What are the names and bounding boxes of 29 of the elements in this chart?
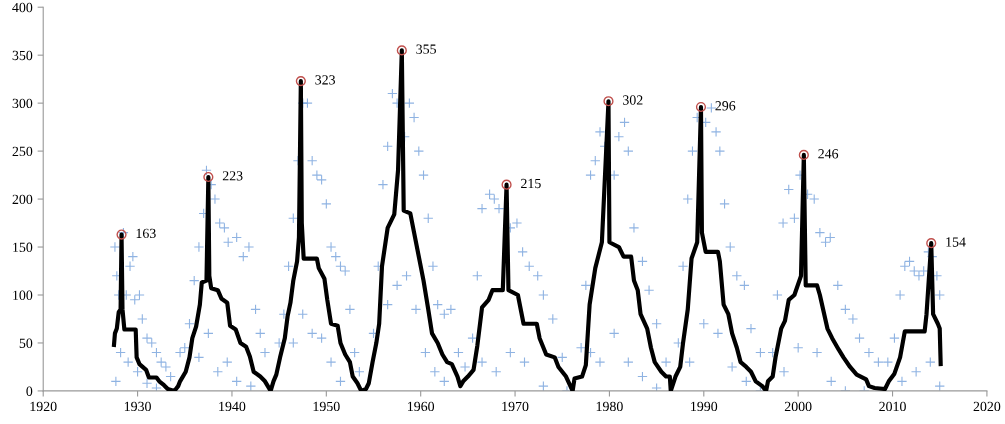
y-tick-label: 150 (13, 242, 33, 252)
x-tick-label: 2020 (973, 401, 1001, 412)
data-label: 246 (818, 149, 839, 159)
x-tick-label: 1930 (124, 401, 151, 412)
y-tick-label: 100 (13, 290, 33, 300)
data-label: 163 (136, 228, 156, 239)
y-tick-label: 350 (12, 50, 33, 61)
x-tick-label: 2010 (879, 401, 906, 412)
y-tick-label: 250 (12, 146, 33, 157)
x-tick-label: 2000 (784, 401, 812, 412)
x-tick-label: 1990 (691, 401, 718, 412)
data-label: 215 (521, 178, 541, 189)
x-tick-label: 1970 (502, 401, 529, 412)
data-label: 323 (315, 75, 336, 85)
y-tick-label: 300 (12, 98, 33, 109)
y-tick-label: 200 (12, 194, 33, 205)
data-label: 355 (416, 44, 436, 54)
data-label: 302 (623, 95, 643, 105)
data-label: 154 (946, 237, 966, 247)
y-tick-label: 0 (26, 386, 33, 396)
y-tick-label: 400 (12, 2, 33, 13)
x-tick-label: 1950 (313, 401, 340, 412)
y-tick-label: 50 (19, 338, 33, 348)
x-tick-label: 1960 (408, 401, 435, 412)
x-tick-label: 1920 (30, 401, 57, 412)
x-tick-label: 1940 (219, 401, 246, 412)
x-tick-label: 1980 (596, 401, 623, 412)
data-label: 296 (715, 101, 736, 111)
data-label: 223 (222, 171, 243, 181)
